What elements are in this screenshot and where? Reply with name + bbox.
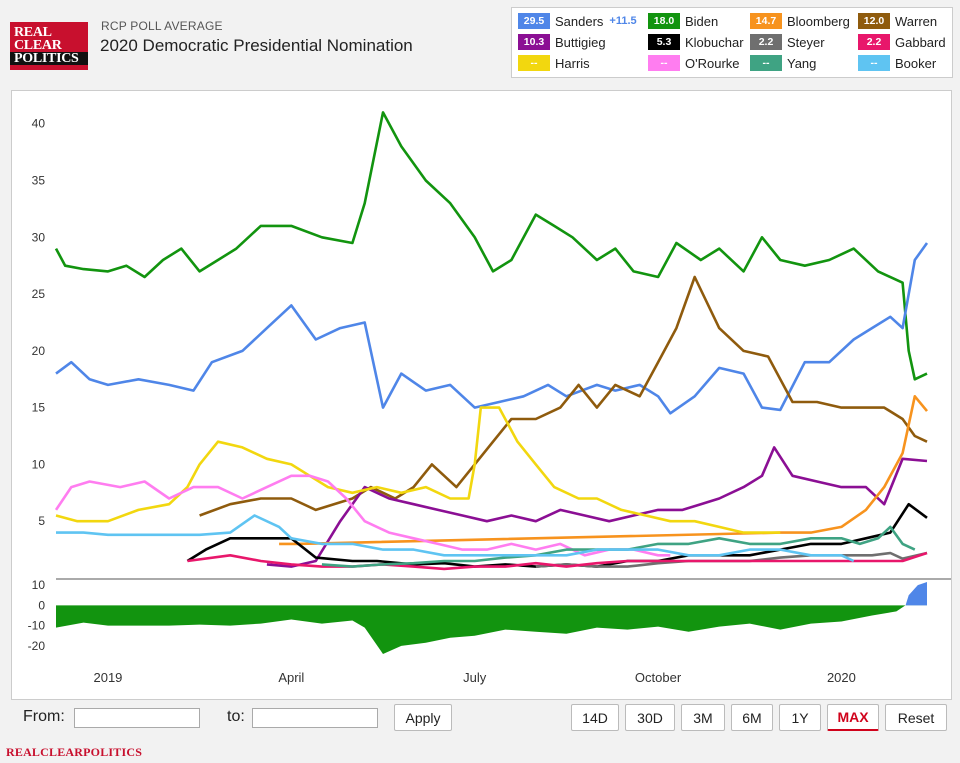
y-tick-label: 30: [32, 230, 46, 244]
y-tick-label: 20: [32, 344, 46, 358]
y-tick-label: 5: [38, 514, 45, 528]
series-line-bloomberg: [279, 395, 929, 546]
kicker: RCP POLL AVERAGE: [101, 19, 223, 33]
spread-tick-label: 10: [32, 578, 46, 592]
legend-item-buttigieg[interactable]: 10.3 Buttigieg: [518, 33, 606, 51]
reset-button[interactable]: Reset: [885, 704, 947, 731]
range-max-button[interactable]: MAX: [827, 704, 879, 731]
series-line-gabbard: [187, 551, 928, 571]
series-line-sanders: [55, 242, 929, 415]
legend-value: 5.3: [648, 34, 680, 50]
legend-item-harris[interactable]: -- Harris: [518, 54, 590, 72]
legend-label: Yang: [787, 55, 817, 71]
range-30d-button[interactable]: 30D: [625, 704, 675, 731]
legend-item-gabbard[interactable]: 2.2 Gabbard: [858, 33, 946, 51]
legend-label: Warren: [895, 13, 938, 29]
logo-line-1: REAL: [14, 25, 52, 40]
range-6m-button[interactable]: 6M: [731, 704, 773, 731]
page-title: 2020 Democratic Presidential Nomination: [100, 36, 413, 55]
legend-value: 18.0: [648, 13, 680, 29]
legend-item-klobuchar[interactable]: 5.3 Klobuchar: [648, 33, 744, 51]
legend-value: 2.2: [858, 34, 890, 50]
series-line-warren: [199, 275, 928, 517]
series-line-biden: [54, 111, 928, 381]
to-label: to:: [227, 708, 245, 725]
legend-item-booker[interactable]: -- Booker: [858, 54, 936, 72]
logo-line-2: CLEAR: [14, 38, 62, 53]
spread-area-sanders-lead: [905, 582, 927, 606]
x-tick-label: 2019: [93, 670, 122, 685]
legend-value: 2.2: [750, 34, 782, 50]
chart-panel: 5 10 15 20 25 30 35 40 10 0 -10 -20 2019 April July Oct…: [11, 90, 952, 700]
legend: 29.5 Sanders +11.5 18.0 Biden 14.7 Bloom…: [511, 7, 953, 78]
range-3m-button[interactable]: 3M: [681, 704, 725, 731]
y-tick-label: 35: [32, 174, 46, 188]
spread-tick-label: -20: [28, 639, 46, 653]
legend-value: --: [648, 55, 680, 71]
spread-area-biden-lead: [56, 605, 927, 654]
range-14d-button[interactable]: 14D: [571, 704, 619, 731]
footer-brand[interactable]: REALCLEARPOLITICS: [6, 745, 143, 759]
spread-tick-label: 0: [38, 598, 45, 612]
to-date-input[interactable]: [252, 708, 378, 728]
legend-label: Steyer: [787, 34, 825, 50]
legend-item-bloomberg[interactable]: 14.7 Bloomberg: [750, 12, 850, 30]
logo-line-3: POLITICS: [10, 52, 88, 66]
legend-label: Gabbard: [895, 34, 946, 50]
apply-button[interactable]: Apply: [394, 704, 452, 731]
range-1y-button[interactable]: 1Y: [779, 704, 821, 731]
from-label: From:: [23, 708, 65, 725]
legend-value: --: [858, 55, 890, 71]
from-date-input[interactable]: [74, 708, 200, 728]
legend-value: --: [750, 55, 782, 71]
legend-item-biden[interactable]: 18.0 Biden: [648, 12, 718, 30]
legend-value: --: [518, 55, 550, 71]
x-tick-label: October: [635, 670, 682, 685]
legend-label: Buttigieg: [555, 34, 606, 50]
legend-lead: +11.5: [609, 15, 637, 27]
legend-value: 12.0: [858, 13, 890, 29]
legend-item-sanders[interactable]: 29.5 Sanders +11.5: [518, 12, 637, 30]
x-tick-label: July: [463, 670, 487, 685]
legend-item-steyer[interactable]: 2.2 Steyer: [750, 33, 825, 51]
legend-item-yang[interactable]: -- Yang: [750, 54, 816, 72]
legend-label: Booker: [895, 55, 937, 71]
series-line-harris: [55, 406, 781, 534]
legend-item-warren[interactable]: 12.0 Warren: [858, 12, 937, 30]
series-line-buttigieg: [266, 446, 928, 568]
legend-label: Klobuchar: [685, 34, 744, 50]
legend-label: Biden: [685, 13, 719, 29]
series-line-klobuchar: [186, 502, 928, 568]
series-line-booker: [56, 514, 855, 563]
rcp-logo[interactable]: REAL CLEAR POLITICS: [10, 22, 88, 70]
poll-chart[interactable]: 5 10 15 20 25 30 35 40 10 0 -10 -20 2019 April July Oct…: [12, 91, 951, 699]
y-tick-label: 10: [32, 457, 46, 471]
legend-value: 29.5: [518, 13, 550, 29]
spread-tick-label: -10: [28, 619, 46, 633]
legend-value: 14.7: [750, 13, 782, 29]
y-tick-label: 15: [32, 401, 46, 415]
legend-label: Harris: [555, 55, 590, 71]
x-tick-label: April: [278, 670, 304, 685]
legend-label: Sanders: [555, 13, 604, 29]
series-line-yang: [321, 525, 916, 568]
legend-label: O'Rourke: [685, 55, 740, 71]
y-tick-label: 25: [32, 287, 46, 301]
legend-value: 10.3: [518, 34, 550, 50]
y-tick-label: 40: [32, 117, 46, 131]
legend-label: Bloomberg: [787, 13, 850, 29]
legend-item-orourke[interactable]: -- O'Rourke: [648, 54, 740, 72]
x-tick-label: 2020: [827, 670, 856, 685]
